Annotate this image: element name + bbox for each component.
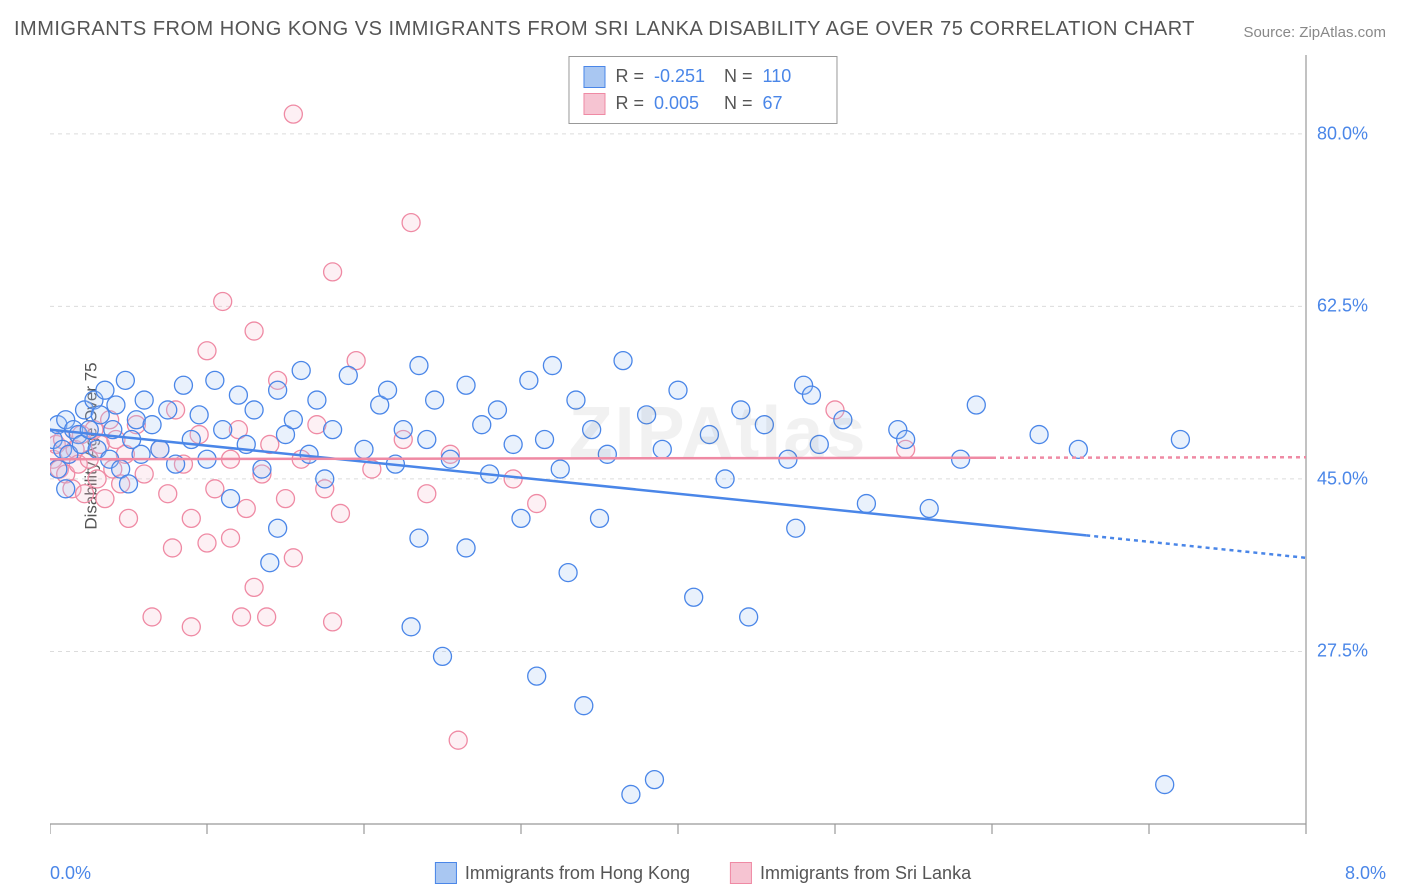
stats-row-sl: R = 0.005 N = 67 [583,90,822,117]
source-label: Source: ZipAtlas.com [1243,24,1386,41]
n-label: N = [724,63,753,90]
swatch-hongkong [583,66,605,88]
n-label: N = [724,90,753,117]
r-label: R = [615,63,644,90]
chart-title: IMMIGRANTS FROM HONG KONG VS IMMIGRANTS … [14,18,1195,41]
swatch-srilanka [583,93,605,115]
stats-row-hk: R = -0.251 N = 110 [583,63,822,90]
scatter-plot [50,55,1386,842]
legend-label-hk: Immigrants from Hong Kong [465,863,690,884]
legend-label-sl: Immigrants from Sri Lanka [760,863,971,884]
x-axis-min: 0.0% [50,863,91,884]
bottom-legend: Immigrants from Hong Kong Immigrants fro… [435,862,971,884]
n-value-hk: 110 [763,63,823,90]
legend-item-hk: Immigrants from Hong Kong [435,862,690,884]
legend-item-sl: Immigrants from Sri Lanka [730,862,971,884]
stats-legend: R = -0.251 N = 110 R = 0.005 N = 67 [568,56,837,124]
n-value-sl: 67 [763,90,823,117]
legend-swatch-sl [730,862,752,884]
r-label: R = [615,90,644,117]
x-axis-max: 8.0% [1345,863,1386,884]
y-tick-label: 27.5% [1317,641,1368,662]
y-tick-label: 45.0% [1317,468,1368,489]
legend-swatch-hk [435,862,457,884]
y-tick-label: 62.5% [1317,296,1368,317]
y-tick-label: 80.0% [1317,123,1368,144]
r-value-sl: 0.005 [654,90,714,117]
r-value-hk: -0.251 [654,63,714,90]
chart-container: ZIPAtlas 27.5%45.0%62.5%80.0% [50,55,1386,842]
